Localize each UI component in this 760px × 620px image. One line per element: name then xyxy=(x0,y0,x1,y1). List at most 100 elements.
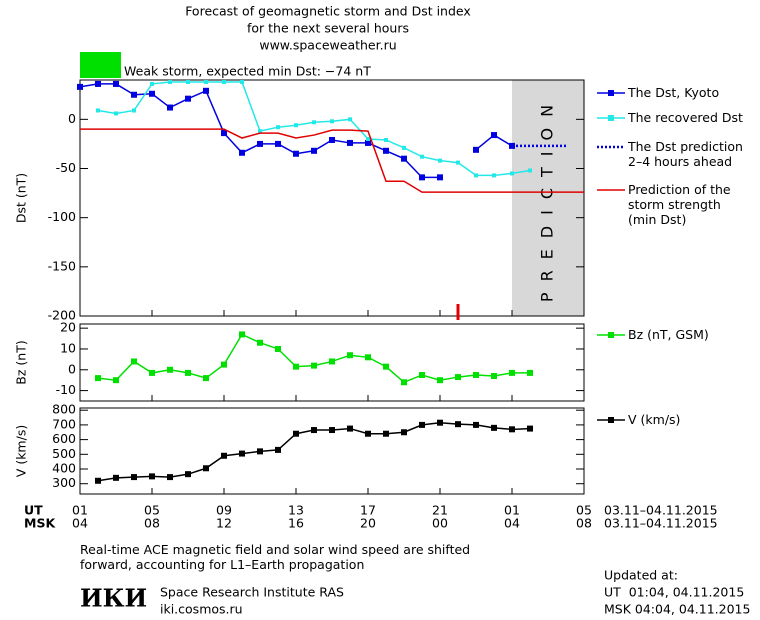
data-point xyxy=(239,450,245,457)
data-point xyxy=(419,371,425,378)
series-line xyxy=(97,333,530,384)
site: iki.cosmos.ru xyxy=(160,602,243,617)
data-point xyxy=(365,430,371,437)
date-range: 03.11–04.11.2015 xyxy=(604,503,718,518)
x-tick-label: 13 xyxy=(288,503,304,518)
data-point xyxy=(330,119,334,124)
data-point xyxy=(329,427,335,434)
panel-frame xyxy=(79,407,585,495)
legend-label: The Dst prediction 2–4 hours ahead xyxy=(628,139,743,169)
data-point xyxy=(438,158,442,163)
data-point xyxy=(275,140,281,147)
data-point xyxy=(401,155,407,162)
data-point xyxy=(347,352,353,359)
updated-ut: UT 01:04, 04.11.2015 xyxy=(604,585,744,600)
y-axis-label: Dst (nT) xyxy=(14,173,29,223)
x-tick-label: 01 xyxy=(72,503,88,518)
data-point xyxy=(240,79,244,84)
data-point xyxy=(437,419,443,426)
y-tick-label: -10 xyxy=(56,382,76,397)
data-point xyxy=(132,108,136,113)
y-tick-label: 600 xyxy=(52,431,76,446)
data-point xyxy=(77,83,83,90)
data-point xyxy=(275,446,281,453)
data-point xyxy=(222,79,226,84)
data-point xyxy=(383,147,389,154)
x-tick-label-msk: 04 xyxy=(72,516,88,531)
title-line: for the next several hours xyxy=(247,21,409,36)
data-point xyxy=(348,117,352,122)
x-tick-label-msk: 00 xyxy=(432,516,448,531)
y-tick-label: 800 xyxy=(52,402,76,417)
data-point xyxy=(473,371,479,378)
x-tick-label-msk: 04 xyxy=(504,516,520,531)
data-point xyxy=(276,125,280,130)
data-point xyxy=(402,145,406,150)
storm-label: Weak storm, expected min Dst: −74 nT xyxy=(124,64,371,79)
data-point xyxy=(510,171,514,176)
y-tick-label: 20 xyxy=(60,320,76,335)
x-axis-label-ut: UT xyxy=(24,503,43,518)
data-point xyxy=(347,425,353,432)
data-point xyxy=(275,345,281,352)
y-tick-label: 10 xyxy=(60,340,76,355)
data-point xyxy=(95,477,101,484)
x-tick-label-msk: 08 xyxy=(576,516,592,531)
data-point xyxy=(384,137,388,142)
footnote: Real-time ACE magnetic field and solar w… xyxy=(80,542,471,572)
legend-marker xyxy=(608,417,614,423)
data-point xyxy=(311,147,317,154)
y-tick-label: 0 xyxy=(68,111,76,126)
data-point xyxy=(131,91,137,98)
data-point xyxy=(257,339,263,346)
data-point xyxy=(167,474,173,481)
data-point xyxy=(113,80,119,87)
data-point xyxy=(383,430,389,437)
legend-label: Prediction of the storm strength (min Ds… xyxy=(628,182,731,227)
data-point xyxy=(203,375,209,382)
data-point xyxy=(528,168,532,173)
data-point xyxy=(474,173,478,178)
x-tick-label: 05 xyxy=(576,503,592,518)
updated-title: Updated at: xyxy=(604,568,678,583)
data-point xyxy=(419,421,425,428)
y-axis-label: Bz (nT) xyxy=(14,340,29,384)
data-point xyxy=(131,358,137,365)
legend-label: The Dst, Kyoto xyxy=(628,85,720,100)
x-axis-label-msk: MSK xyxy=(24,516,56,531)
x-tick-label-msk: 16 xyxy=(288,516,304,531)
data-point xyxy=(311,362,317,369)
x-tick-label-msk: 08 xyxy=(144,516,160,531)
data-point xyxy=(401,429,407,436)
y-axis-label: V (km/s) xyxy=(14,425,29,477)
data-point xyxy=(419,174,425,181)
data-point xyxy=(204,79,208,84)
data-point xyxy=(293,430,299,437)
data-point xyxy=(473,421,479,428)
data-point xyxy=(491,424,497,431)
legend-marker xyxy=(608,90,614,96)
data-point xyxy=(96,108,100,113)
title-line: www.spaceweather.ru xyxy=(259,38,396,53)
data-point xyxy=(221,452,227,459)
data-point xyxy=(293,150,299,157)
y-tick-label: 300 xyxy=(52,475,76,490)
data-point xyxy=(366,137,370,141)
institute: Space Research Institute RAS xyxy=(160,585,344,600)
data-point xyxy=(383,363,389,370)
data-point xyxy=(401,379,407,386)
data-point xyxy=(185,95,191,102)
legend-label: V (km/s) xyxy=(628,412,681,427)
legend-label: The recovered Dst xyxy=(628,110,743,125)
data-point xyxy=(311,427,317,434)
x-tick-label: 09 xyxy=(216,503,232,518)
panel-frame xyxy=(79,323,585,402)
x-tick-label-msk: 12 xyxy=(216,516,232,531)
data-point xyxy=(113,377,119,384)
x-tick-label: 21 xyxy=(432,503,448,518)
data-point xyxy=(185,471,191,478)
data-point xyxy=(203,87,209,94)
data-point xyxy=(239,149,245,156)
